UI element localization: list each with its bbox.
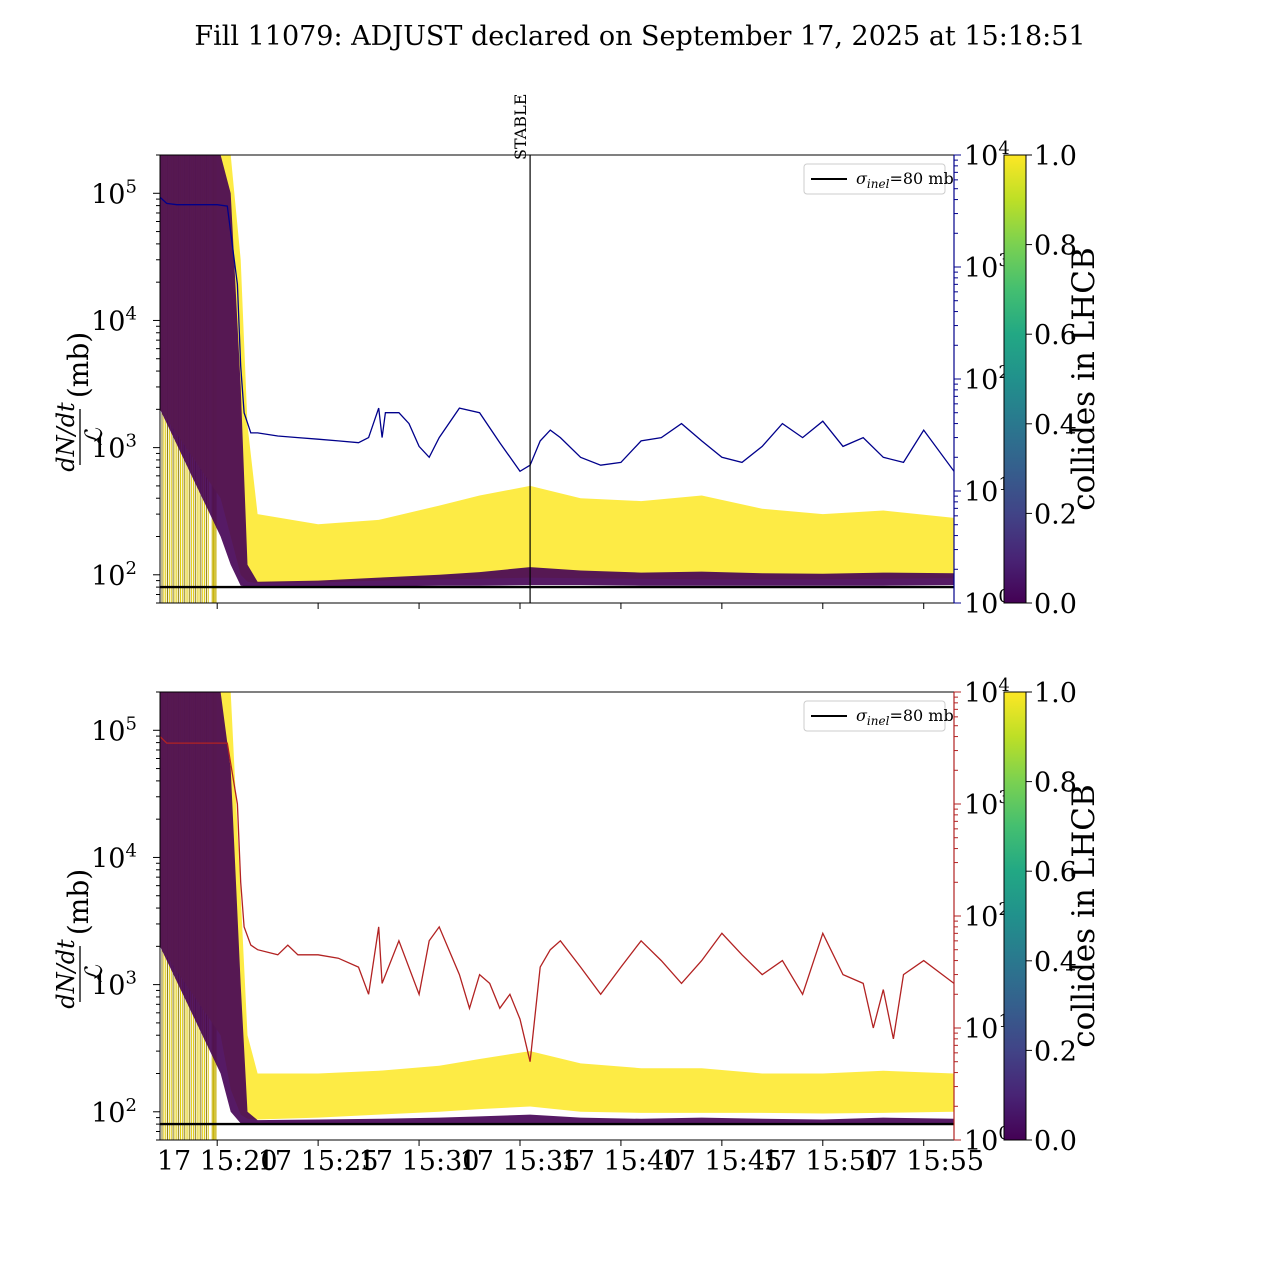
right-axis-series (160, 196, 954, 473)
y-label-unit: (mb) (62, 869, 95, 935)
x-tick-label: 17 15:50 (762, 1146, 883, 1177)
y-axis-label: dN/dt ℒ (mb) (52, 332, 108, 472)
x-tick-label: 17 15:30 (359, 1146, 480, 1177)
stable-marker-label: STABLE (511, 94, 530, 160)
y-tick-label: 105 (91, 176, 137, 210)
x-tick-label: 17 15:55 (863, 1146, 984, 1177)
colorbar: 0.0 0.2 0.4 0.6 0.8 1.0 collides in LHCB (1003, 141, 1102, 620)
colorbar-tick-label: 0.8 (1034, 231, 1077, 262)
x-tick-label: 17 15:25 (258, 1146, 379, 1177)
colorbar-tick-label: 1.0 (1034, 678, 1077, 709)
x-tick-label: 17 15:45 (661, 1146, 782, 1177)
legend: σinel=80 mb (803, 163, 954, 195)
x-tick-label: 17 15:35 (460, 1146, 581, 1177)
y-label-unit: (mb) (62, 332, 95, 398)
colorbar-tick-label: 0.2 (1034, 499, 1077, 530)
colorbar-label: collides in LHCB (1066, 784, 1102, 1048)
y-label-numerator: dN/dt (52, 939, 80, 1009)
band-non-colliding (160, 692, 954, 1125)
y-label-denominator: ℒ (80, 428, 108, 446)
legend: σinel=80 mb (803, 700, 954, 732)
colorbar-tick-label: 0.2 (1034, 1036, 1077, 1067)
x-tick-label: 17 15:40 (561, 1146, 682, 1177)
legend-box (803, 700, 946, 732)
y-tick-label: 103 (91, 431, 137, 465)
y-tick-label: 102 (91, 558, 137, 592)
y-axis-label: dN/dt ℒ (mb) (52, 869, 108, 1009)
y2-tick-label: 102 (964, 899, 1010, 933)
y-label-denominator: ℒ (80, 965, 108, 983)
y-tick-label: 104 (91, 840, 137, 874)
y-label-numerator: dN/dt (52, 402, 80, 472)
band-non-colliding (160, 155, 954, 588)
y-axis-left: 102 103 104 105 (91, 154, 160, 604)
y-tick-label: 102 (91, 1095, 137, 1129)
y-axis-right: 100 101 102 103 104 (953, 138, 1010, 620)
colorbar-tick-label: 0.4 (1034, 947, 1077, 978)
legend-box (803, 163, 946, 195)
plot-area (160, 155, 954, 603)
plot-area (160, 692, 954, 1140)
x-axis (216, 603, 925, 609)
colorbar-tick-label: 0.8 (1034, 768, 1077, 799)
panel-bottom: 102103104105dN/dtℒ(mb)10010110210310417 … (52, 675, 1102, 1177)
y2-tick-label: 101 (964, 474, 1010, 508)
legend-label: σinel=80 mb (856, 169, 954, 191)
colorbar-tick-label: 1.0 (1034, 141, 1077, 172)
y2-tick-label: 101 (964, 1011, 1010, 1045)
y-tick-label: 103 (91, 968, 137, 1002)
y-axis-right: 100101102103104 (953, 675, 1010, 1157)
y-tick-label: 104 (91, 303, 137, 337)
colorbar-tick-label: 0.4 (1034, 410, 1077, 441)
band-collides (160, 155, 954, 584)
band-collides (160, 692, 954, 1120)
y-tick-label: 105 (91, 713, 137, 747)
colorbar-tick-label: 0.6 (1034, 320, 1077, 351)
colorbar-label: collides in LHCB (1066, 247, 1102, 511)
y2-tick-label: 102 (964, 362, 1010, 396)
y-axis-left: 102 103 104 105 (91, 691, 160, 1141)
y2-tick-label: 103 (964, 250, 1010, 284)
y2-tick-label: 104 (964, 138, 1010, 172)
colorbar-gradient (1003, 691, 1027, 1141)
colorbar-tick-label: 0.6 (1034, 857, 1077, 888)
y2-tick-label: 103 (964, 787, 1010, 821)
colorbar: 0.0 0.2 0.4 0.6 0.8 1.0 collides in LHCB (1003, 678, 1102, 1157)
panel-top: STABLE 102 103 104 105 dN/dtℒ (mb) 100 101 102 103… (52, 94, 1102, 620)
colorbar-tick-label: 0.0 (1034, 589, 1077, 620)
colorbar-gradient (1003, 154, 1027, 604)
colorbar-tick-label: 0.0 (1034, 1126, 1077, 1157)
y2-tick-label: 100 (964, 586, 1010, 620)
x-tick-label: 17 15:20 (157, 1146, 278, 1177)
right-axis-series (160, 736, 954, 1062)
y2-tick-label: 104 (964, 675, 1010, 709)
legend-label: σinel=80 mb (856, 706, 954, 728)
figure-title: Fill 11079: ADJUST declared on September… (194, 21, 1085, 52)
